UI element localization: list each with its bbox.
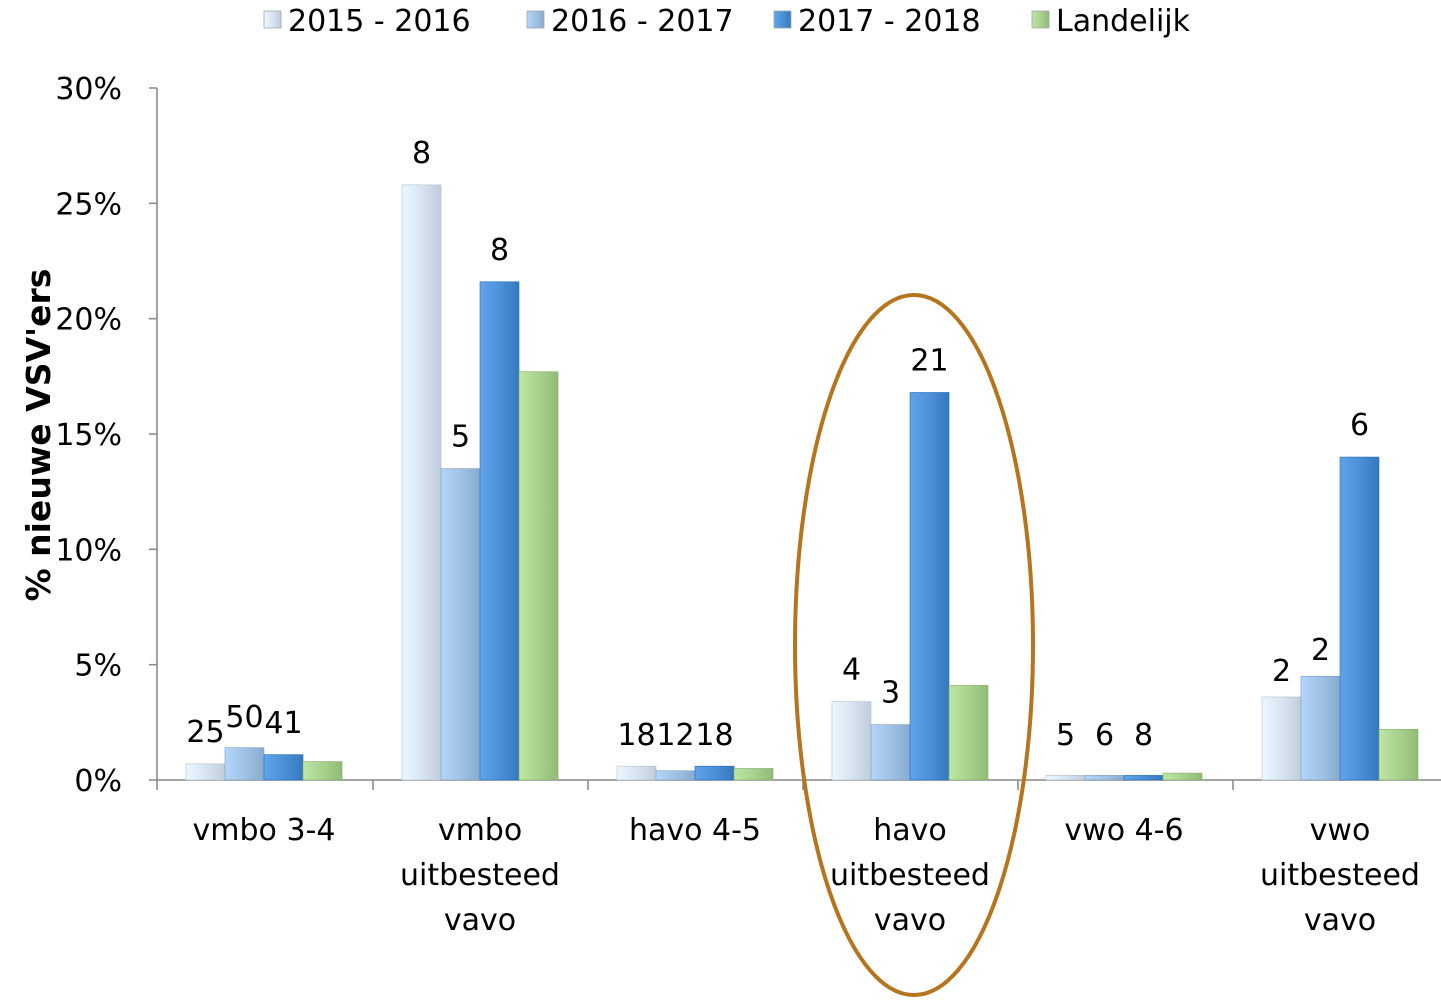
bar: [870, 724, 911, 781]
bar: [1378, 728, 1419, 781]
x-tick-label: havo uitbesteed vavo: [830, 813, 990, 938]
bar: [948, 685, 989, 781]
bar: [1300, 675, 1341, 781]
legend-item: 2016 - 2017: [526, 4, 734, 39]
data-label: 21: [910, 343, 948, 378]
data-label: 18: [617, 718, 655, 753]
highlight-ellipse: [793, 293, 1035, 997]
data-label: 6: [1350, 408, 1369, 443]
bar: [831, 701, 872, 781]
bar: [655, 770, 696, 781]
bar: [733, 768, 774, 781]
bar: [1123, 775, 1164, 781]
data-label: 5: [1056, 718, 1075, 753]
y-tick-label: 25%: [55, 187, 122, 222]
bar: [185, 763, 226, 781]
data-label: 8: [412, 136, 431, 171]
bar: [401, 184, 442, 781]
legend-swatch: [1031, 10, 1050, 29]
y-tick-label: 5%: [74, 649, 122, 684]
data-label: 8: [1134, 718, 1153, 753]
data-label: 2: [1311, 633, 1330, 668]
data-label: 2: [1272, 654, 1291, 689]
bar: [1084, 775, 1125, 781]
legend-item: 2015 - 2016: [263, 4, 471, 39]
legend-swatch: [526, 10, 545, 29]
x-tick-label: vwo 4-6: [1064, 813, 1183, 848]
bar: [616, 765, 657, 781]
x-tick-label: vwo uitbesteed vavo: [1260, 813, 1420, 938]
y-tick-label: 15%: [55, 418, 122, 453]
bar: [1162, 772, 1203, 781]
data-label: 41: [264, 706, 302, 741]
bar: [263, 754, 304, 781]
legend-swatch: [263, 10, 282, 29]
x-tick-label: vmbo 3-4: [193, 813, 336, 848]
data-label: 8: [490, 233, 509, 268]
y-tick-label: 0%: [74, 764, 122, 799]
x-tick-label: vmbo uitbesteed vavo: [400, 813, 560, 938]
data-label: 4: [842, 653, 861, 688]
bar: [909, 392, 950, 781]
bars: [185, 184, 1419, 781]
data-label: 18: [695, 718, 733, 753]
legend-label: 2015 - 2016: [288, 4, 471, 39]
y-tick-label: 10%: [55, 533, 122, 568]
data-label: 50: [225, 700, 263, 735]
bar: [224, 747, 265, 781]
legend-item: 2017 - 2018: [773, 4, 981, 39]
x-axis: vmbo 3-4 vmbo uitbesteed vavo havo 4-5 havo ui…: [156, 779, 1441, 938]
bar: [440, 468, 481, 781]
legend-label: 2017 - 2018: [798, 4, 981, 39]
data-label: 6: [1095, 718, 1114, 753]
legend-item: Landelijk: [1031, 4, 1191, 39]
bar: [1339, 456, 1380, 781]
bar: [518, 371, 559, 781]
y-axis: 0% 5% 10% 15% 20% 25% 30%: [55, 72, 158, 799]
bar: [1261, 696, 1302, 781]
legend-swatch: [773, 10, 792, 29]
data-label: 5: [451, 420, 470, 455]
bar: [302, 761, 343, 781]
y-tick-label: 30%: [55, 72, 122, 107]
data-label: 12: [656, 718, 694, 753]
x-tick-label: havo 4-5: [629, 813, 761, 848]
legend-label: Landelijk: [1056, 4, 1191, 39]
highlight-layer: [793, 293, 1035, 997]
bar: [694, 765, 735, 781]
legend-label: 2016 - 2017: [551, 4, 734, 39]
y-tick-label: 20%: [55, 303, 122, 338]
y-axis-title: % nieuwe VSV'ers: [19, 269, 58, 602]
data-label: 3: [881, 676, 900, 711]
legend: 2015 - 2016 2016 - 2017 2017 - 2018 Landeli…: [263, 4, 1191, 39]
data-label: 25: [186, 715, 224, 750]
bar: [479, 281, 520, 781]
bar: [1045, 775, 1086, 781]
